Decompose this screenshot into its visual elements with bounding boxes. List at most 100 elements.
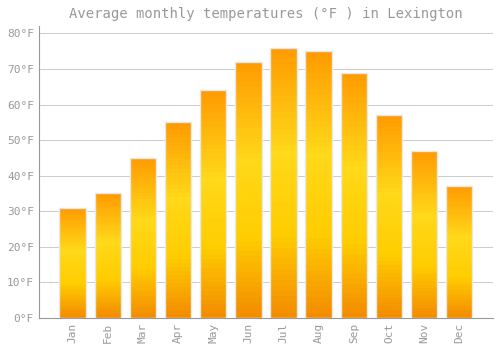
Bar — [306, 142, 332, 147]
Bar — [130, 302, 156, 305]
Bar — [411, 288, 438, 291]
Bar — [200, 227, 226, 231]
Bar — [270, 253, 296, 258]
Bar — [446, 250, 472, 252]
Bar — [130, 308, 156, 312]
Bar — [446, 220, 472, 223]
Bar — [446, 239, 472, 241]
Bar — [130, 235, 156, 238]
Bar — [60, 245, 86, 247]
Bar — [60, 287, 86, 289]
Bar — [376, 286, 402, 289]
Bar — [376, 148, 402, 152]
Bar — [411, 174, 438, 177]
Bar — [130, 187, 156, 190]
Bar — [270, 48, 296, 53]
Bar — [200, 181, 226, 186]
Bar — [340, 121, 367, 126]
Bar — [411, 151, 438, 154]
Bar — [94, 266, 121, 268]
Bar — [340, 244, 367, 249]
Bar — [340, 284, 367, 288]
Bar — [235, 134, 262, 139]
Bar — [235, 292, 262, 298]
Bar — [306, 94, 332, 99]
Bar — [376, 261, 402, 265]
Bar — [235, 190, 262, 195]
Bar — [411, 261, 438, 265]
Bar — [306, 248, 332, 254]
Bar — [130, 231, 156, 235]
Bar — [411, 211, 438, 214]
Bar — [270, 96, 296, 102]
Bar — [306, 99, 332, 105]
Bar — [60, 239, 86, 241]
Bar — [200, 313, 226, 318]
Bar — [60, 225, 86, 228]
Bar — [411, 271, 438, 274]
Bar — [165, 232, 191, 236]
Bar — [306, 56, 332, 62]
Bar — [235, 313, 262, 318]
Bar — [270, 123, 296, 129]
Bar — [306, 227, 332, 233]
Bar — [60, 272, 86, 274]
Bar — [60, 250, 86, 252]
Bar — [446, 260, 472, 262]
Bar — [60, 219, 86, 221]
Bar — [376, 257, 402, 261]
Bar — [200, 95, 226, 99]
Bar — [60, 208, 86, 210]
Bar — [306, 78, 332, 83]
Bar — [94, 263, 121, 266]
Bar — [60, 232, 86, 234]
Bar — [130, 158, 156, 161]
Bar — [270, 188, 296, 194]
Bar — [306, 120, 332, 126]
Bar — [376, 131, 402, 135]
Bar — [411, 164, 438, 168]
Bar — [306, 190, 332, 195]
Bar — [60, 261, 86, 263]
Bar — [270, 172, 296, 177]
Bar — [411, 218, 438, 221]
Bar — [340, 303, 367, 308]
Bar — [446, 276, 472, 279]
Bar — [446, 197, 472, 199]
Bar — [446, 268, 472, 271]
Bar — [165, 259, 191, 263]
Bar — [94, 258, 121, 261]
Bar — [235, 93, 262, 98]
Bar — [235, 103, 262, 108]
Bar — [94, 248, 121, 251]
Bar — [446, 292, 472, 294]
Title: Average monthly temperatures (°F ) in Lexington: Average monthly temperatures (°F ) in Le… — [69, 7, 462, 21]
Bar — [411, 241, 438, 244]
Bar — [94, 306, 121, 308]
Bar — [411, 301, 438, 304]
Bar — [411, 151, 438, 318]
Bar — [270, 269, 296, 275]
Bar — [94, 231, 121, 233]
Bar — [306, 67, 332, 72]
Bar — [376, 176, 402, 180]
Bar — [130, 286, 156, 289]
Bar — [411, 168, 438, 171]
Bar — [200, 222, 226, 227]
Bar — [446, 236, 472, 239]
Bar — [340, 210, 367, 215]
Bar — [235, 220, 262, 226]
Bar — [340, 220, 367, 225]
Bar — [376, 269, 402, 273]
Bar — [60, 252, 86, 254]
Bar — [446, 234, 472, 236]
Bar — [94, 273, 121, 275]
Bar — [94, 241, 121, 243]
Bar — [376, 265, 402, 269]
Bar — [446, 213, 472, 215]
Bar — [340, 274, 367, 279]
Bar — [411, 295, 438, 298]
Bar — [130, 289, 156, 292]
Bar — [340, 117, 367, 121]
Bar — [376, 200, 402, 204]
